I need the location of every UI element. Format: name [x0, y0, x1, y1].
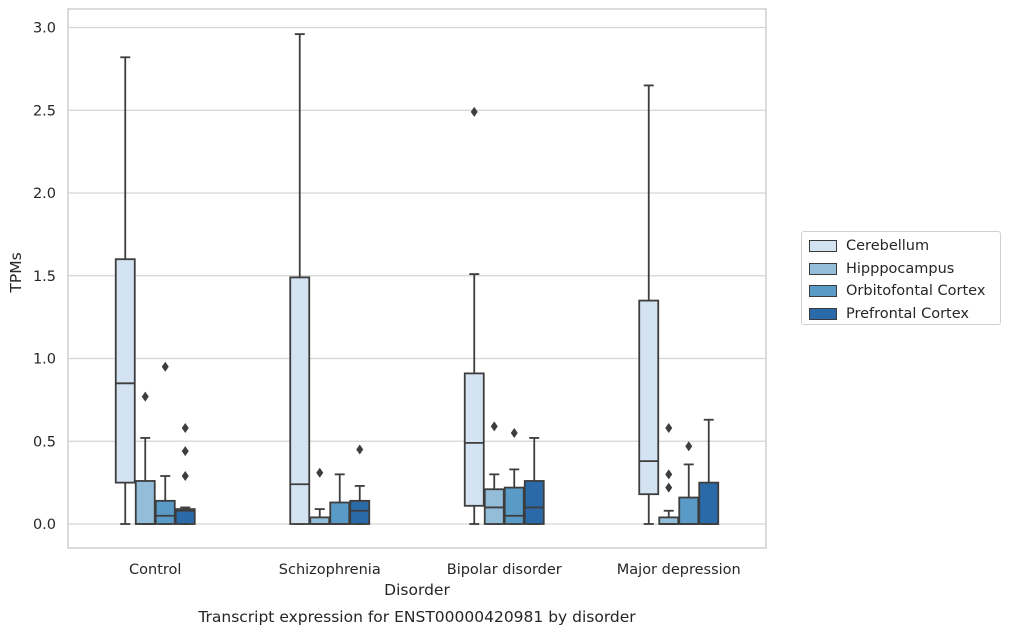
- legend-label-hippocampus: Hipppocampus: [846, 260, 955, 277]
- legend-swatch-cerebellum: [809, 240, 837, 253]
- box: [503, 486, 525, 525]
- box: [638, 299, 660, 496]
- outlier-point: [356, 444, 364, 455]
- x-tick-label: Major depression: [617, 562, 741, 578]
- box: [289, 276, 311, 525]
- box-plot: [289, 33, 311, 525]
- outlier-point: [181, 423, 189, 434]
- outlier-point: [470, 106, 478, 117]
- box-plot: [329, 473, 351, 525]
- legend-swatch-prefrontal: [809, 307, 837, 320]
- x-tick-label: Bipolar disorder: [447, 562, 562, 578]
- y-axis-label: TPMs: [7, 252, 25, 293]
- legend-swatch-orbitofrontal: [809, 285, 837, 298]
- box-plot: [154, 361, 176, 525]
- y-tick-label: 1.5: [33, 269, 56, 285]
- plot-area-frame: [67, 8, 767, 549]
- x-axis-label: Disorder: [384, 581, 450, 599]
- box-plot: [698, 418, 720, 525]
- box: [329, 501, 351, 525]
- legend-swatch-hippocampus: [809, 262, 837, 275]
- box: [523, 480, 545, 525]
- x-tick-label: Schizophrenia: [279, 562, 381, 578]
- y-tick-label: 1.0: [33, 352, 56, 368]
- box-plot: [678, 441, 700, 525]
- y-tick-label: 3.0: [33, 21, 56, 37]
- legend-label-prefrontal: Prefrontal Cortex: [846, 305, 969, 322]
- outlier-point: [181, 471, 189, 482]
- box: [134, 480, 156, 525]
- outlier-point: [141, 391, 149, 402]
- chart-caption: Transcript expression for ENST0000042098…: [197, 608, 636, 626]
- box: [349, 499, 371, 525]
- boxes: [114, 33, 720, 525]
- y-tick-label: 0.0: [33, 517, 56, 533]
- legend-item-prefrontal: Prefrontal Cortex: [809, 303, 1000, 326]
- outlier-point: [665, 469, 673, 480]
- legend-item-hippocampus: Hipppocampus: [809, 258, 1000, 281]
- box: [309, 516, 331, 525]
- legend-item-orbitofrontal: Orbitofontal Cortex: [809, 280, 1000, 303]
- box: [658, 516, 680, 525]
- grid-lines: [68, 26, 766, 525]
- box: [698, 481, 720, 525]
- box: [174, 508, 196, 525]
- outlier-point: [665, 423, 673, 434]
- outlier-point: [490, 421, 498, 432]
- outlier-point: [161, 361, 169, 372]
- box: [114, 258, 136, 484]
- outlier-point: [181, 446, 189, 457]
- y-tick-labels: 0.0 0.5 1.0 1.5 2.0 2.5 3.0: [33, 21, 56, 534]
- y-tick-label: 2.0: [33, 186, 56, 202]
- y-tick-label: 2.5: [33, 103, 56, 119]
- box-plot: [503, 427, 525, 525]
- box: [678, 496, 700, 525]
- outlier-point: [510, 427, 518, 438]
- box-plot: [523, 437, 545, 525]
- y-tick-label: 0.5: [33, 434, 56, 450]
- outlier-point: [665, 482, 673, 493]
- legend: Cerebellum Hipppocampus Orbitofontal Cor…: [801, 231, 1001, 325]
- box-plot: [114, 56, 136, 525]
- legend-label-cerebellum: Cerebellum: [846, 238, 930, 255]
- box: [463, 372, 485, 507]
- box-plot: [309, 467, 331, 525]
- legend-label-orbitofrontal: Orbitofontal Cortex: [846, 283, 986, 300]
- box-plot: [463, 106, 485, 525]
- box-plot: [174, 423, 196, 525]
- box-plot: [483, 421, 505, 525]
- box-plot: [658, 423, 680, 525]
- x-tick-label: Control: [129, 562, 181, 578]
- box-plot: [349, 444, 371, 525]
- outlier-point: [316, 467, 324, 478]
- box: [154, 499, 176, 525]
- outlier-point: [685, 441, 693, 452]
- x-tick-labels: Control Schizophrenia Bipolar disorder Majo…: [129, 562, 741, 578]
- legend-item-cerebellum: Cerebellum: [809, 235, 1000, 258]
- box-plot: [638, 84, 660, 525]
- box-plot: [134, 391, 156, 525]
